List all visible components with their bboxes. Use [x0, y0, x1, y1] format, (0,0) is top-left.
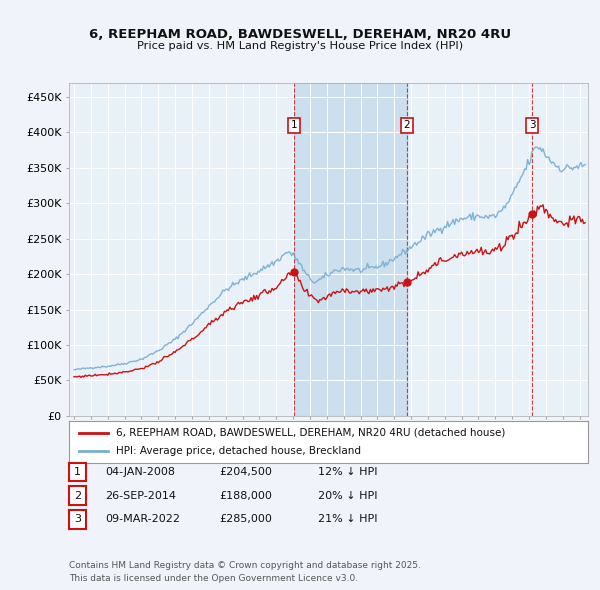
- Text: 26-SEP-2014: 26-SEP-2014: [105, 491, 176, 500]
- Text: 20% ↓ HPI: 20% ↓ HPI: [318, 491, 377, 500]
- Text: 3: 3: [529, 120, 536, 130]
- Text: 6, REEPHAM ROAD, BAWDESWELL, DEREHAM, NR20 4RU: 6, REEPHAM ROAD, BAWDESWELL, DEREHAM, NR…: [89, 28, 511, 41]
- Text: 3: 3: [74, 514, 81, 524]
- Text: 6, REEPHAM ROAD, BAWDESWELL, DEREHAM, NR20 4RU (detached house): 6, REEPHAM ROAD, BAWDESWELL, DEREHAM, NR…: [116, 428, 505, 438]
- Text: 2: 2: [403, 120, 410, 130]
- Text: HPI: Average price, detached house, Breckland: HPI: Average price, detached house, Brec…: [116, 446, 361, 456]
- Text: 1: 1: [290, 120, 297, 130]
- Text: Price paid vs. HM Land Registry's House Price Index (HPI): Price paid vs. HM Land Registry's House …: [137, 41, 463, 51]
- Text: 2: 2: [74, 491, 81, 500]
- Text: £204,500: £204,500: [219, 467, 272, 477]
- Text: 04-JAN-2008: 04-JAN-2008: [105, 467, 175, 477]
- Text: 09-MAR-2022: 09-MAR-2022: [105, 514, 180, 524]
- Text: 1: 1: [74, 467, 81, 477]
- Text: £188,000: £188,000: [219, 491, 272, 500]
- Text: 12% ↓ HPI: 12% ↓ HPI: [318, 467, 377, 477]
- Bar: [294, 83, 407, 416]
- Text: 21% ↓ HPI: 21% ↓ HPI: [318, 514, 377, 524]
- Text: Contains HM Land Registry data © Crown copyright and database right 2025.
This d: Contains HM Land Registry data © Crown c…: [69, 562, 421, 583]
- Text: £285,000: £285,000: [219, 514, 272, 524]
